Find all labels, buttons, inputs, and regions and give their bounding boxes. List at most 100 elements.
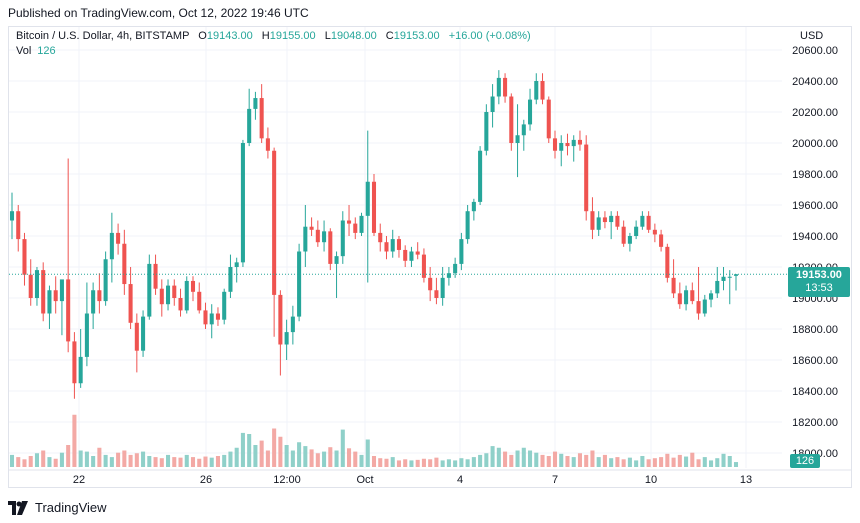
candle-body	[733, 274, 739, 276]
volume-bar	[322, 451, 327, 467]
candle-body	[365, 181, 370, 216]
volume-bar	[297, 442, 302, 467]
candle-body	[690, 290, 695, 302]
volume-bar	[652, 458, 657, 467]
volume-bar	[733, 462, 739, 467]
volume-bar	[347, 448, 352, 467]
candle-body	[702, 299, 707, 314]
volume-bar	[721, 453, 726, 467]
volume-bar	[234, 447, 239, 467]
volume-bar	[534, 452, 539, 467]
candle-body	[359, 215, 364, 233]
candle-body	[166, 285, 171, 305]
volume-bar	[91, 456, 96, 467]
x-tick-label: 7	[552, 474, 558, 486]
volume-bar	[147, 456, 152, 467]
volume-bar	[365, 439, 370, 467]
candle-body	[371, 181, 377, 233]
volume-bar	[646, 459, 651, 467]
candle-body	[602, 217, 607, 223]
x-tick-label: 13	[740, 474, 752, 486]
candle-body	[465, 211, 470, 240]
candle-body	[490, 96, 495, 112]
volume-bar	[103, 454, 108, 467]
candle-body	[16, 211, 21, 240]
volume-bar	[484, 453, 489, 467]
y-tick-label: 19600.00	[792, 200, 838, 212]
volume-bar	[503, 451, 508, 467]
last-price-badge: 19153.00 13:53	[788, 267, 850, 297]
close-label: C	[385, 30, 394, 42]
volume-bar	[371, 456, 377, 467]
volume-bar	[128, 454, 133, 467]
volume-bar	[515, 450, 520, 467]
candle-body	[297, 251, 302, 317]
volume-bar	[66, 445, 71, 467]
candle-body	[122, 243, 127, 285]
volume-bar	[16, 457, 21, 467]
candle-body	[646, 215, 651, 230]
volume-bar	[546, 456, 551, 467]
volume-bar	[396, 460, 401, 467]
volume-bar	[203, 456, 208, 467]
volume-bar	[390, 457, 395, 467]
volume-bar	[709, 460, 714, 467]
candle-body	[9, 211, 15, 221]
volume-bar	[84, 451, 89, 467]
candle-body	[484, 112, 489, 151]
candle-body	[640, 215, 645, 227]
candle-body	[184, 280, 189, 311]
candle-body	[446, 273, 451, 278]
candle-body	[528, 99, 533, 125]
volume-bar	[715, 458, 720, 467]
candle-body	[659, 234, 664, 247]
candle-body	[721, 276, 726, 281]
candle-body	[59, 279, 64, 302]
volume-bar	[559, 453, 564, 467]
candle-body	[396, 239, 401, 250]
volume-bar	[153, 457, 158, 467]
candle-body	[709, 293, 714, 300]
y-tick-label: 18800.00	[792, 324, 838, 336]
y-tick-label: 19800.00	[792, 169, 838, 181]
volume-bar	[684, 456, 689, 467]
candle-body	[203, 310, 208, 325]
volume-bar	[141, 451, 146, 467]
candle-body	[309, 226, 314, 230]
tradingview-logo[interactable]: TradingView	[8, 500, 107, 515]
candle-body	[315, 229, 320, 243]
currency-label[interactable]: USD	[800, 30, 824, 42]
candle-body	[590, 211, 595, 230]
candle-body	[53, 290, 58, 302]
volume-bar	[496, 447, 501, 467]
volume-bar	[215, 456, 220, 467]
volume-bar	[465, 459, 470, 467]
candle-body	[428, 277, 433, 291]
volume-bar	[209, 457, 214, 467]
volume-bar	[677, 454, 682, 467]
candle-body	[621, 226, 626, 244]
volume-bar	[552, 451, 558, 467]
volume-bar	[490, 446, 495, 467]
candle-body	[546, 99, 551, 139]
candle-body	[334, 256, 339, 264]
candle-body	[116, 232, 121, 244]
volume-bar	[384, 458, 389, 467]
volume-bar	[116, 452, 121, 467]
volume-bar	[602, 454, 607, 467]
symbol-legend: Bitcoin / U.S. Dollar, 4h, BITSTAMP O191…	[16, 30, 531, 42]
candle-body	[534, 81, 539, 100]
volume-bar	[659, 457, 664, 467]
volume-bar	[159, 458, 164, 467]
x-tick-label: 26	[200, 474, 212, 486]
candle-body	[559, 143, 564, 151]
volume-bar	[690, 452, 695, 467]
candle-body	[147, 263, 152, 317]
candle-body	[109, 232, 114, 260]
volume-bar	[97, 447, 102, 467]
volume-bar	[78, 450, 83, 467]
volume-bar	[28, 456, 33, 467]
candle-body	[677, 293, 682, 305]
grid	[8, 27, 852, 471]
